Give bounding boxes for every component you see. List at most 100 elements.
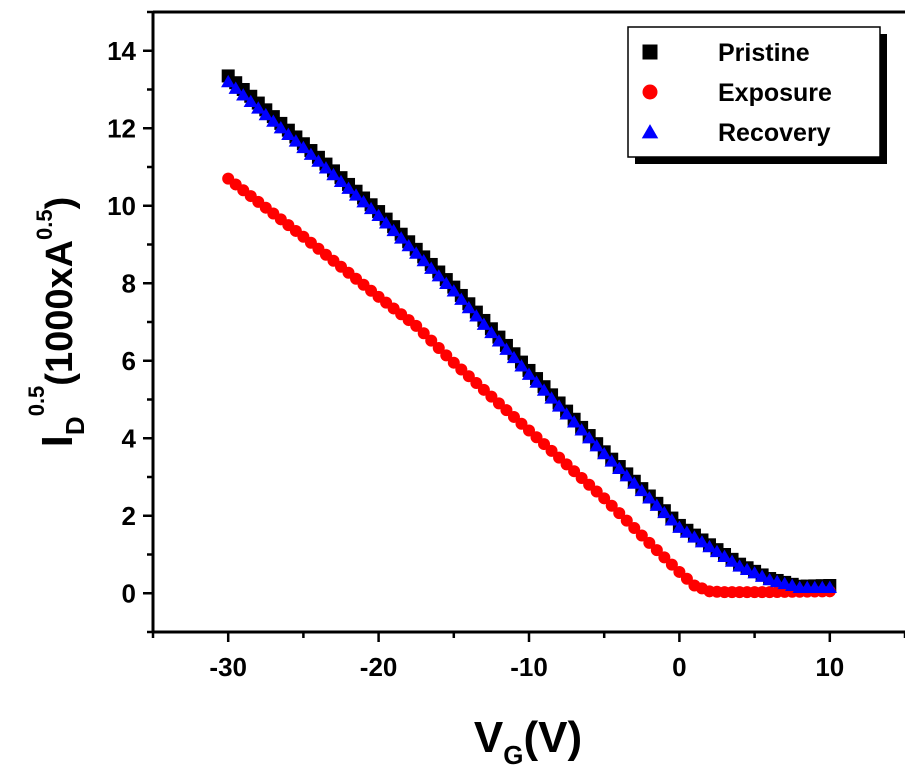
x-title-main: V bbox=[474, 713, 504, 762]
data-point bbox=[747, 566, 762, 579]
data-point bbox=[432, 341, 445, 354]
data-point bbox=[318, 161, 334, 174]
y-title-sup2: 0.5 bbox=[32, 209, 57, 240]
data-point bbox=[363, 201, 379, 215]
series-exposure bbox=[222, 172, 836, 599]
data-point bbox=[702, 539, 717, 553]
data-point bbox=[657, 505, 672, 519]
data-point bbox=[410, 319, 423, 332]
data-point bbox=[416, 253, 431, 267]
data-point bbox=[589, 438, 604, 452]
data-point bbox=[687, 530, 702, 543]
legend-marker-recovery bbox=[641, 124, 659, 139]
data-point bbox=[613, 507, 626, 520]
data-point bbox=[296, 140, 311, 154]
x-tick-label: -30 bbox=[209, 652, 247, 682]
data-point bbox=[499, 342, 514, 355]
legend-label-recovery: Recovery bbox=[718, 119, 831, 147]
svg-text:ID0.5(1000xA0.5): ID 0.5(1000xA0.5) bbox=[24, 197, 90, 448]
data-point bbox=[634, 483, 649, 497]
data-point bbox=[604, 454, 619, 467]
data-point bbox=[658, 551, 671, 564]
data-point bbox=[303, 147, 319, 160]
y-axis-title: ID 0.5(1000xA0.5) bbox=[24, 197, 90, 448]
data-point bbox=[582, 431, 597, 444]
data-point bbox=[454, 292, 469, 305]
data-point bbox=[386, 223, 401, 237]
data-point bbox=[598, 492, 611, 505]
data-point bbox=[243, 94, 258, 108]
y-tick-label: 0 bbox=[122, 578, 136, 608]
data-point bbox=[619, 469, 634, 482]
data-point bbox=[574, 423, 589, 436]
data-point bbox=[559, 407, 574, 420]
data-point bbox=[440, 349, 453, 362]
data-point bbox=[529, 375, 544, 388]
data-point bbox=[649, 498, 664, 511]
x-tick-label: -20 bbox=[360, 652, 398, 682]
data-point bbox=[672, 520, 687, 533]
data-point bbox=[469, 309, 484, 322]
y-title-end: ) bbox=[39, 197, 81, 210]
data-point bbox=[694, 535, 710, 548]
data-point bbox=[521, 367, 537, 380]
data-point bbox=[536, 383, 552, 396]
data-point bbox=[717, 549, 732, 562]
data-point bbox=[597, 446, 612, 460]
data-point bbox=[709, 544, 725, 558]
x-tick-label: 10 bbox=[815, 652, 844, 682]
data-point bbox=[739, 562, 755, 576]
y-tick-label: 10 bbox=[107, 191, 136, 221]
data-point bbox=[348, 188, 364, 201]
x-tick-label: -10 bbox=[510, 652, 548, 682]
y-tick-label: 6 bbox=[122, 346, 136, 376]
y-tick-label: 8 bbox=[122, 268, 136, 298]
x-axis-title: VG(V) bbox=[474, 713, 582, 770]
data-point bbox=[228, 81, 243, 94]
data-point bbox=[551, 399, 567, 412]
data-point bbox=[236, 88, 251, 101]
data-point bbox=[566, 415, 582, 428]
data-point bbox=[394, 231, 409, 244]
y-tick-label: 4 bbox=[122, 423, 137, 453]
data-point bbox=[281, 127, 296, 140]
y-title-sup: 0.5 bbox=[24, 386, 49, 417]
data-point bbox=[664, 513, 680, 526]
data-point bbox=[506, 350, 522, 364]
data-point bbox=[724, 554, 740, 567]
legend: Pristine Exposure Recovery bbox=[627, 26, 887, 164]
series-recovery bbox=[221, 74, 837, 593]
data-point bbox=[491, 334, 507, 347]
y-title-main: I bbox=[33, 435, 82, 447]
data-point bbox=[544, 391, 559, 404]
legend-marker-exposure bbox=[642, 84, 658, 100]
data-point bbox=[643, 536, 656, 549]
y-title-mid: (1000xA bbox=[39, 240, 81, 386]
data-point bbox=[356, 195, 371, 208]
data-point bbox=[258, 107, 273, 121]
data-point bbox=[484, 325, 499, 339]
data-point bbox=[221, 74, 236, 88]
data-point bbox=[476, 317, 492, 330]
legend-label-pristine: Pristine bbox=[718, 39, 810, 67]
data-point bbox=[425, 334, 438, 347]
data-point bbox=[333, 174, 349, 188]
data-point bbox=[409, 246, 424, 259]
x-title-sub: G bbox=[503, 740, 523, 770]
data-point bbox=[650, 544, 663, 557]
data-point bbox=[266, 114, 281, 127]
legend-box bbox=[627, 26, 881, 158]
data-point bbox=[635, 529, 648, 542]
legend-label-exposure: Exposure bbox=[718, 79, 832, 107]
data-point bbox=[642, 491, 657, 504]
data-point bbox=[401, 238, 416, 252]
axis-ticks: -30 -20 -10 0 10 0 2 4 6 8 10 12 14 bbox=[107, 10, 905, 682]
data-point bbox=[665, 558, 678, 571]
legend-marker-pristine bbox=[642, 44, 658, 60]
svg-text:VG(V): VG(V) bbox=[474, 713, 582, 770]
y-tick-label: 2 bbox=[122, 501, 136, 531]
data-point bbox=[431, 269, 446, 282]
data-point bbox=[439, 276, 454, 289]
data-point bbox=[273, 121, 288, 134]
